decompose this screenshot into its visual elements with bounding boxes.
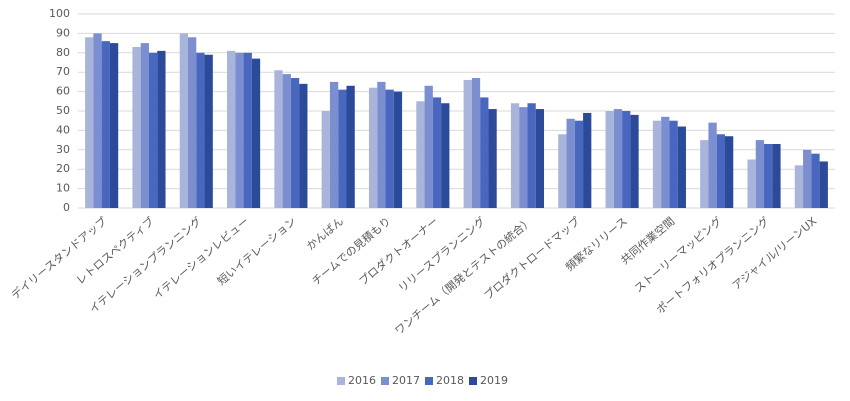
x-tick-label: ストーリーマッピング bbox=[631, 214, 724, 295]
bar bbox=[148, 52, 158, 208]
bar bbox=[630, 114, 639, 208]
legend-label: 2018 bbox=[436, 374, 464, 387]
y-tick-label: 10 bbox=[56, 182, 70, 195]
bar bbox=[85, 37, 94, 208]
x-tick-label: イテレーションレビュー bbox=[151, 215, 252, 302]
bar bbox=[652, 120, 662, 208]
bar bbox=[432, 97, 442, 208]
y-tick-label: 0 bbox=[63, 201, 70, 214]
bar bbox=[299, 83, 308, 208]
bar bbox=[661, 116, 670, 208]
bar bbox=[583, 112, 592, 208]
bar bbox=[708, 122, 717, 208]
bar bbox=[803, 149, 812, 208]
y-tick-label: 40 bbox=[56, 123, 70, 136]
y-tick-label: 80 bbox=[56, 46, 70, 59]
bar bbox=[488, 109, 497, 208]
bar bbox=[329, 81, 339, 208]
bar bbox=[772, 143, 781, 208]
x-tick-label: かんばん bbox=[304, 215, 346, 253]
bar bbox=[669, 120, 678, 208]
legend-swatch bbox=[469, 377, 477, 385]
bar bbox=[811, 153, 820, 208]
bar bbox=[605, 111, 614, 208]
bar bbox=[227, 50, 236, 208]
bar bbox=[251, 58, 261, 209]
bar bbox=[385, 89, 394, 208]
bar bbox=[157, 50, 166, 208]
bar bbox=[393, 91, 403, 208]
x-tick-label: 短いイテレーション bbox=[214, 214, 299, 288]
y-tick-label: 20 bbox=[56, 162, 70, 175]
legend-label: 2016 bbox=[348, 374, 376, 387]
y-tick-label: 100 bbox=[49, 7, 70, 20]
bar bbox=[819, 161, 828, 208]
bar bbox=[93, 33, 102, 209]
x-tick-label: リリースプランニング bbox=[395, 214, 488, 295]
bar bbox=[235, 52, 244, 208]
legend-swatch bbox=[337, 377, 345, 385]
legend-swatch bbox=[425, 377, 433, 385]
bar bbox=[424, 85, 433, 208]
bar bbox=[747, 159, 756, 208]
bar bbox=[132, 46, 141, 209]
bar bbox=[140, 43, 149, 208]
bar bbox=[377, 81, 386, 208]
bar bbox=[535, 109, 545, 208]
bar bbox=[441, 103, 450, 208]
bar bbox=[724, 136, 734, 208]
y-tick-label: 30 bbox=[56, 143, 70, 156]
bar bbox=[338, 89, 347, 208]
y-tick-label: 60 bbox=[56, 85, 70, 98]
y-tick-label: 50 bbox=[56, 104, 70, 117]
bar bbox=[613, 109, 623, 208]
bar bbox=[574, 120, 584, 208]
bar bbox=[622, 111, 631, 208]
bar bbox=[558, 134, 567, 208]
x-tick-label: プロダクトオーナー bbox=[356, 214, 441, 288]
bar bbox=[716, 134, 725, 208]
bar bbox=[196, 52, 205, 208]
bar bbox=[480, 97, 489, 208]
bar bbox=[321, 111, 330, 208]
x-tick-label: アジャイル/リーンUX bbox=[730, 214, 820, 292]
bar bbox=[463, 79, 472, 209]
bar bbox=[243, 52, 252, 208]
bar bbox=[274, 70, 283, 208]
x-tick-label: チームでの見積もり bbox=[309, 214, 394, 288]
bar bbox=[677, 126, 686, 208]
x-tick-label: レトロスペクティブ bbox=[73, 214, 157, 287]
y-tick-label: 90 bbox=[56, 26, 70, 39]
bar bbox=[566, 118, 575, 208]
legend-swatch bbox=[381, 377, 389, 385]
bar bbox=[109, 43, 119, 208]
y-tick-label: 70 bbox=[56, 65, 70, 78]
bar bbox=[204, 54, 213, 208]
bar bbox=[346, 85, 355, 208]
legend-label: 2019 bbox=[480, 374, 508, 387]
bar bbox=[527, 103, 536, 208]
bar bbox=[368, 87, 378, 208]
bar bbox=[290, 78, 300, 209]
bar bbox=[794, 165, 804, 208]
x-tick-label: デイリースタンドアップ bbox=[8, 214, 109, 302]
bar bbox=[179, 33, 189, 209]
bar bbox=[416, 101, 425, 208]
bar bbox=[700, 140, 709, 208]
bar bbox=[282, 74, 291, 208]
bar bbox=[519, 107, 528, 208]
bar bbox=[188, 37, 197, 208]
bar bbox=[471, 78, 481, 209]
bar bbox=[755, 140, 765, 208]
bar bbox=[101, 41, 110, 208]
legend-label: 2017 bbox=[392, 374, 420, 387]
bar bbox=[510, 103, 520, 208]
bar bbox=[764, 143, 773, 208]
